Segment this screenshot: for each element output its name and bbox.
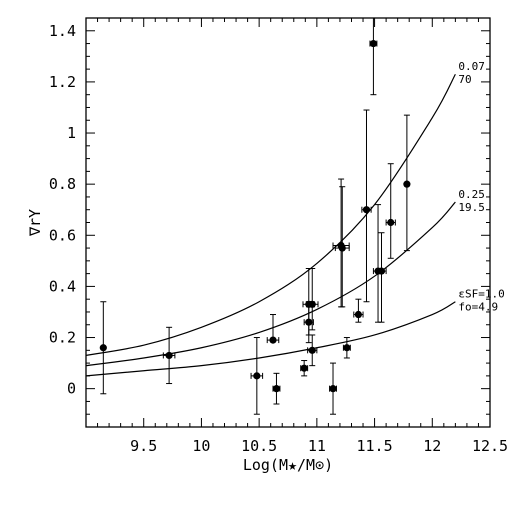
data-point xyxy=(300,360,309,377)
data-points xyxy=(99,17,411,415)
point-marker xyxy=(338,244,346,252)
point-marker xyxy=(305,318,313,326)
data-point xyxy=(334,186,350,308)
x-tick-label: 9.5 xyxy=(130,437,157,455)
data-point xyxy=(307,334,318,367)
y-tick-label: 0 xyxy=(67,380,76,398)
x-tick-label: 11 xyxy=(308,437,326,455)
point-marker xyxy=(269,336,277,344)
data-point xyxy=(266,314,280,344)
data-point xyxy=(353,298,364,323)
model-curve xyxy=(85,301,456,377)
data-point xyxy=(272,372,281,405)
tick-labels: 9.5 10 10.5 11 11.5 12 12.5 0 0.2 0.4 0.6 0.8 1 1.2 1.… xyxy=(49,22,507,455)
y-tick-label: 1.4 xyxy=(49,22,76,40)
point-marker xyxy=(99,344,107,352)
point-marker xyxy=(377,267,386,275)
curve-label: εSF=1.0 xyxy=(458,288,504,301)
y-tick-label: 0.8 xyxy=(49,175,76,193)
y-tick-label: 1.2 xyxy=(49,73,76,91)
data-point xyxy=(250,337,264,415)
y-tick-label: 0.2 xyxy=(49,329,76,347)
data-point xyxy=(403,114,411,252)
data-point xyxy=(332,178,350,308)
curve-label: 70 xyxy=(458,73,471,86)
plot-frame xyxy=(85,17,491,428)
data-point xyxy=(376,232,387,323)
curve-label: fo=4.9 xyxy=(458,301,498,314)
point-marker xyxy=(253,372,261,380)
point-marker xyxy=(329,385,337,393)
y-axis-label: ∇rY xyxy=(26,209,44,237)
point-marker xyxy=(354,310,363,319)
axes xyxy=(85,17,491,428)
data-point xyxy=(303,301,314,344)
point-marker xyxy=(165,351,173,360)
data-point xyxy=(305,268,319,331)
y-tick-label: 0.6 xyxy=(49,226,76,244)
point-marker xyxy=(362,206,371,214)
data-point xyxy=(361,109,372,303)
curve-label: 0.07 xyxy=(458,60,485,73)
curve-label: 19.5 xyxy=(458,201,485,214)
model-curve xyxy=(85,201,456,367)
curve-label: 0.25 xyxy=(458,188,485,201)
tick-marks xyxy=(85,17,491,428)
point-marker xyxy=(403,180,411,188)
x-tick-label: 10.5 xyxy=(241,437,277,455)
data-point xyxy=(385,163,396,259)
point-marker xyxy=(308,300,316,308)
y-tick-label: 1 xyxy=(67,124,76,142)
point-marker xyxy=(272,385,281,393)
x-tick-label: 10 xyxy=(192,437,210,455)
data-point xyxy=(342,337,351,359)
model-curve xyxy=(85,73,456,357)
x-tick-label: 11.5 xyxy=(357,437,393,455)
y-tick-label: 0.4 xyxy=(49,277,76,295)
data-point xyxy=(329,362,337,415)
point-marker xyxy=(369,39,378,48)
x-tick-label: 12 xyxy=(423,437,441,455)
point-marker xyxy=(343,344,351,352)
point-marker xyxy=(387,218,395,227)
data-point xyxy=(369,17,378,96)
data-point xyxy=(162,326,176,385)
x-tick-label: 12.5 xyxy=(472,437,507,455)
x-axis-label: Log(M★/M⊙) xyxy=(243,456,333,474)
point-marker xyxy=(308,346,316,354)
point-marker xyxy=(300,364,308,372)
model-curves xyxy=(85,73,456,377)
data-point xyxy=(99,301,107,395)
